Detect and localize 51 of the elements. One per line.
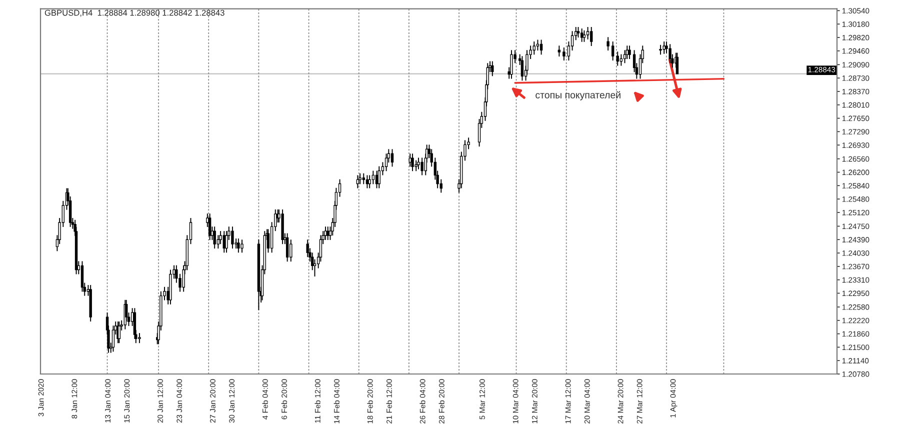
candlestick: [491, 60, 494, 77]
candlestick: [590, 26, 593, 47]
candlestick: [324, 226, 327, 240]
candlestick: [208, 213, 212, 240]
candlestick: [378, 166, 380, 189]
candlestick: [616, 51, 619, 66]
candlestick: [417, 157, 420, 170]
candlestick: [536, 39, 540, 51]
annotation: стопы покупателей: [536, 91, 620, 100]
candlestick: [440, 178, 442, 194]
candlestick: [520, 56, 524, 82]
candlestick: [358, 172, 362, 185]
candlestick: [237, 238, 240, 254]
candlestick: [562, 47, 566, 62]
candlestick: [411, 153, 414, 172]
candlestick: [286, 232, 289, 262]
candlestick: [213, 226, 216, 250]
candlestick: [623, 50, 626, 64]
candlestick: [219, 230, 222, 245]
candlestick: [225, 230, 228, 254]
candlestick: [586, 26, 590, 40]
candlestick: [668, 44, 672, 64]
candlestick: [390, 148, 394, 168]
candlestick: [306, 239, 309, 258]
candlestick: [606, 36, 610, 51]
candlestick: [326, 226, 330, 240]
candlestick: [532, 41, 536, 56]
candlestick: [216, 234, 220, 250]
candlestick: [540, 39, 543, 56]
candlestick: [231, 226, 234, 250]
chart-title: GBPUSD,H4 1.28884 1.28980 1.28842 1.28843: [44, 10, 224, 17]
candlestick: [372, 170, 375, 185]
candlestick: [582, 30, 586, 42]
candlestick: [362, 172, 365, 185]
candlestick: [580, 28, 584, 42]
candlestick: [510, 50, 513, 80]
candlestick: [414, 160, 418, 172]
candlestick: [659, 44, 662, 56]
candlestick: [611, 41, 614, 62]
candlestick: [375, 170, 378, 189]
candlestick: [368, 174, 371, 189]
candlestick: [558, 45, 561, 57]
candlestick: [420, 157, 424, 176]
candlestick: [80, 260, 84, 292]
candlestick: [138, 332, 141, 344]
candlestick: [240, 239, 244, 254]
candlestick: [628, 45, 631, 60]
candlestick: [384, 153, 388, 172]
candlestick: [290, 239, 292, 262]
candlestick: [112, 325, 115, 352]
candlestick: [576, 26, 580, 38]
